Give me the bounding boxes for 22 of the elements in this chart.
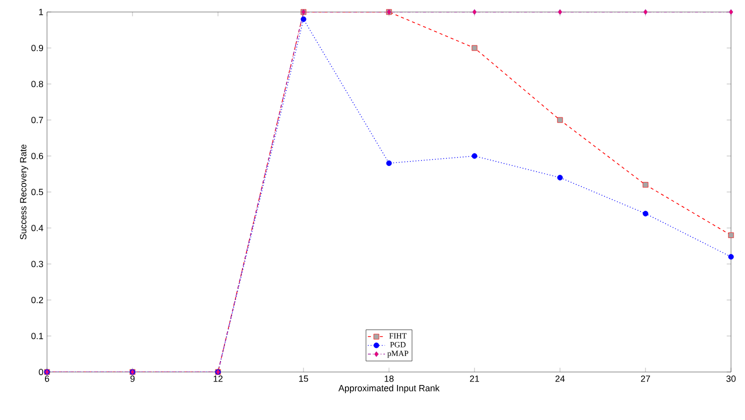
y-tick-label: 0.8	[31, 80, 44, 88]
y-tick-label: 0.3	[31, 260, 44, 268]
x-tick-label: 30	[726, 376, 736, 382]
x-tick-label: 24	[555, 376, 565, 382]
x-tick-label: 15	[299, 376, 308, 382]
x-tick-label: 27	[640, 376, 650, 382]
y-tick-label: 0.4	[31, 224, 44, 232]
y-tick-label: 0	[38, 368, 44, 376]
y-axis-title: Success Recovery Rate	[20, 144, 28, 240]
x-tick-label: 18	[384, 376, 394, 382]
y-tick-label: 0.2	[31, 296, 44, 304]
x-tick-label: 6	[44, 376, 50, 382]
x-tick-label: 12	[214, 376, 223, 382]
y-tick-label: 0.9	[31, 44, 44, 52]
x-tick-label: 21	[470, 376, 480, 382]
x-tick-label: 9	[130, 376, 135, 382]
y-tick-label: 0.6	[31, 152, 44, 160]
y-tick-label: 0.1	[31, 332, 44, 340]
y-tick-label: 0.7	[31, 116, 44, 124]
y-tick-label: 0.5	[31, 188, 44, 196]
y-tick-label: 1	[39, 8, 44, 16]
x-axis-title: Approximated Input Rank	[338, 384, 440, 394]
